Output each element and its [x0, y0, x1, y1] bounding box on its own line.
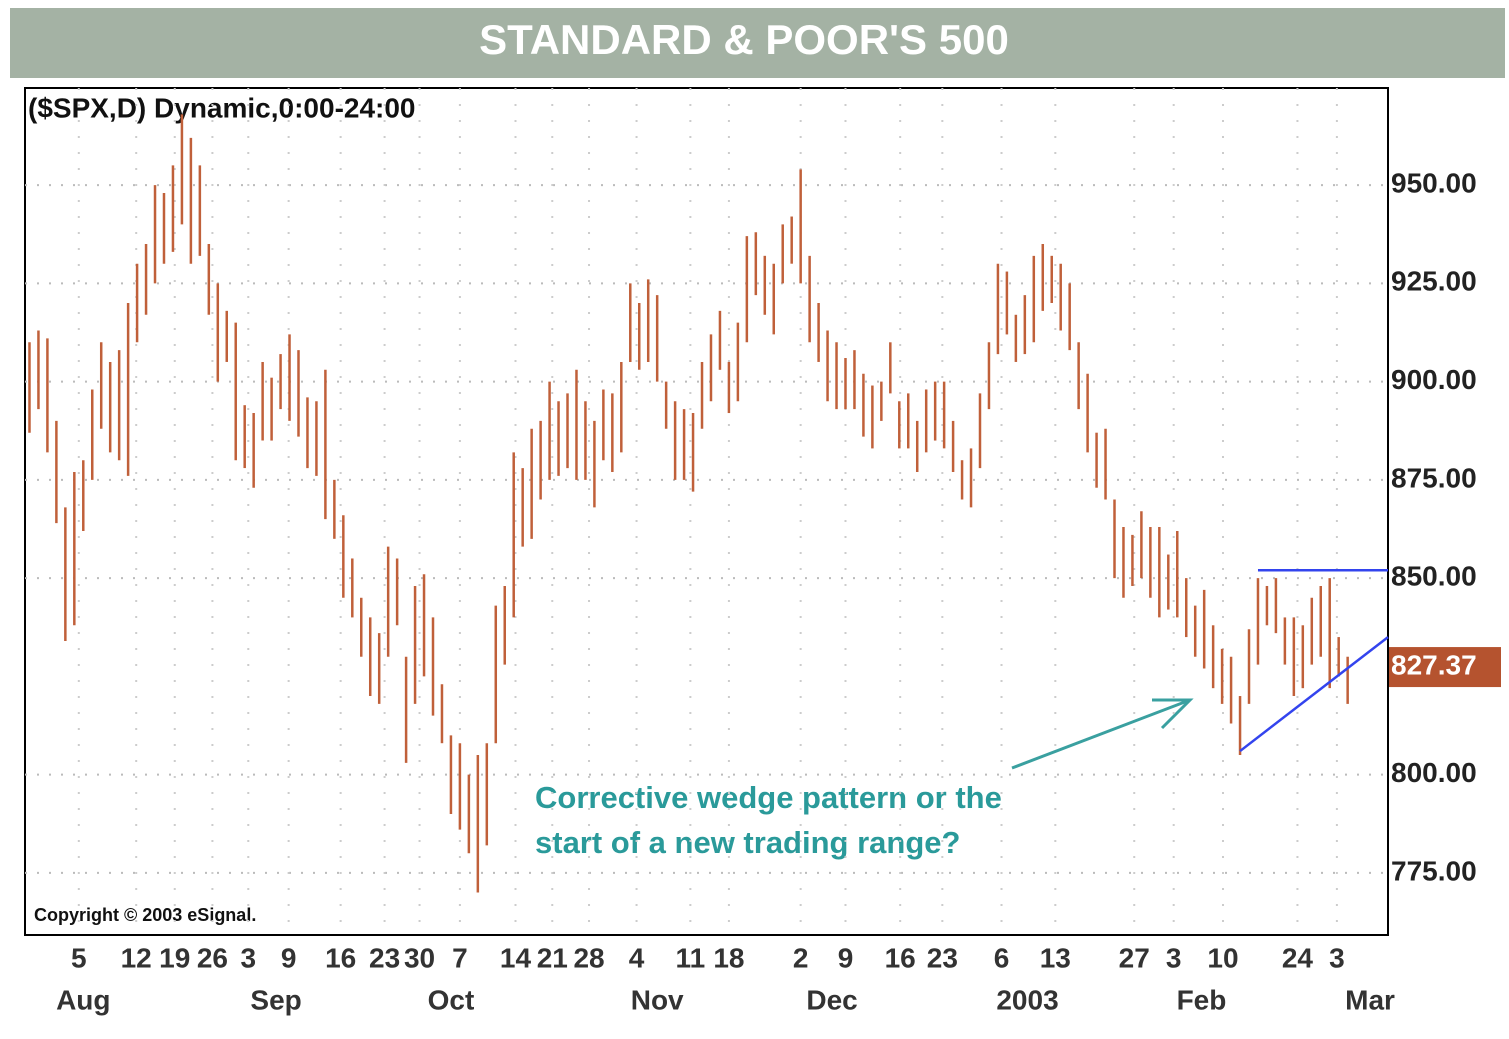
x-tick-label: 23	[927, 942, 958, 973]
x-tick-label: 4	[629, 942, 645, 973]
month-label: Aug	[56, 984, 110, 1015]
y-tick-label: 925.00	[1391, 266, 1477, 297]
annotation: Corrective wedge pattern or the	[535, 780, 1002, 815]
x-tick-label: 28	[573, 942, 604, 973]
month-label: 2003	[996, 984, 1058, 1015]
title-band	[10, 8, 1505, 78]
x-tick-label: 7	[452, 942, 468, 973]
y-tick-label: 900.00	[1391, 364, 1477, 395]
month-label: Dec	[806, 984, 857, 1015]
chart-title: STANDARD & POOR'S 500	[479, 16, 1009, 63]
x-tick-label: 21	[537, 942, 568, 973]
y-tick-label: 850.00	[1391, 561, 1477, 592]
y-tick-label: 875.00	[1391, 462, 1477, 493]
y-tick-label: 800.00	[1391, 757, 1477, 788]
x-tick-label: 24	[1282, 942, 1314, 973]
x-tick-label: 9	[838, 942, 854, 973]
trend-line	[1239, 636, 1389, 753]
x-tick-label: 3	[240, 942, 256, 973]
month-label: Oct	[428, 984, 475, 1015]
x-tick-label: 18	[713, 942, 744, 973]
x-tick-label: 27	[1119, 942, 1150, 973]
month-label: Nov	[631, 984, 684, 1015]
x-tick-label: 2	[793, 942, 809, 973]
x-tick-label: 11	[676, 942, 706, 973]
x-tick-label: 16	[325, 942, 356, 973]
y-tick-label: 775.00	[1391, 855, 1477, 886]
x-tick-label: 9	[281, 942, 297, 973]
x-tick-label: 14	[500, 942, 532, 973]
x-tick-label: 16	[885, 942, 916, 973]
annotation: start of a new trading range?	[535, 825, 960, 860]
x-tick-label: 5	[71, 942, 87, 973]
arrow	[1011, 698, 1194, 770]
last-price-label: 827.37	[1391, 649, 1477, 680]
subtitle: ($SPX,D) Dynamic,0:00-24:00	[28, 92, 416, 123]
x-tick-label: 12	[121, 942, 152, 973]
x-tick-label: 13	[1040, 942, 1071, 973]
x-tick-label: 6	[994, 942, 1010, 973]
x-tick-label: 19	[159, 942, 190, 973]
x-tick-label: 3	[1329, 942, 1345, 973]
last-price-box	[1389, 647, 1501, 688]
month-label: Feb	[1177, 984, 1227, 1015]
marks	[25, 88, 1389, 935]
y-tick-label: 950.00	[1391, 167, 1477, 198]
x-tick-label: 30	[404, 942, 435, 973]
x-tick-label: 10	[1207, 942, 1238, 973]
x-tick-label: 23	[369, 942, 400, 973]
copyright: Copyright © 2003 eSignal.	[34, 905, 256, 925]
x-tick-label: 26	[197, 942, 228, 973]
month-label: Sep	[250, 984, 301, 1015]
month-label: Mar	[1345, 984, 1395, 1015]
plot-area	[24, 87, 1389, 936]
x-tick-label: 3	[1166, 942, 1182, 973]
